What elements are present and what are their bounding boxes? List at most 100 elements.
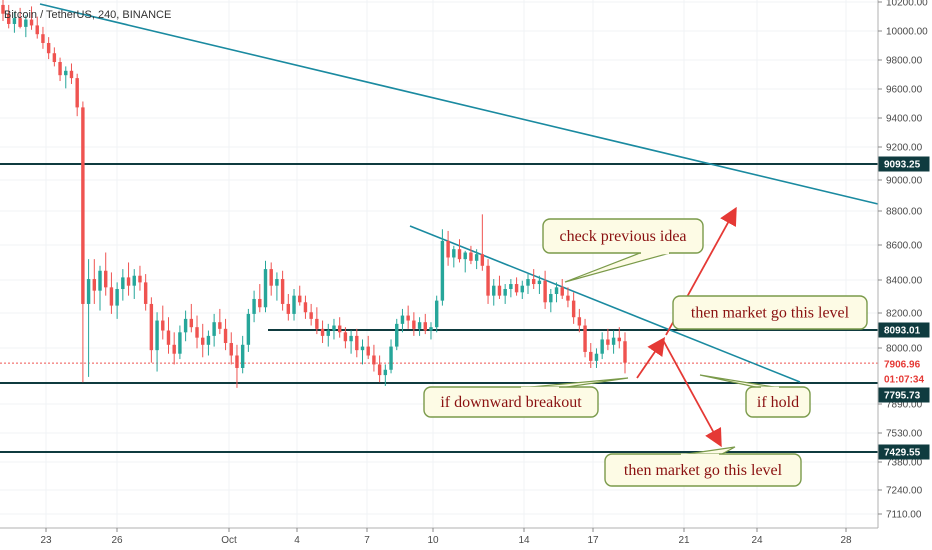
- candle-body: [360, 346, 365, 351]
- callout-note: if downward breakout: [423, 377, 629, 418]
- candle-body: [263, 269, 268, 308]
- candle-body: [355, 335, 359, 351]
- candle-body: [577, 317, 582, 326]
- candle-body: [320, 328, 325, 336]
- candle-body: [366, 346, 370, 356]
- x-axis-ticks: 23 26 Oct 4 7 10 14 17 21 24 28: [40, 528, 852, 546]
- y-axis-ticks: 10200.00 10000.00 9800.00 9600.00 9400.00 920…: [878, 0, 928, 521]
- candle-body: [594, 353, 599, 361]
- callout-note: then market go this level: [672, 295, 868, 330]
- y-tick-label: 7110.00: [886, 510, 922, 521]
- candle-body: [12, 18, 17, 24]
- candle-body: [606, 339, 610, 345]
- candle-body: [52, 53, 57, 63]
- candle-body: [434, 300, 439, 328]
- candle-body: [315, 318, 319, 329]
- candle-body: [537, 280, 542, 285]
- candle-body: [229, 343, 233, 356]
- y-tick-label: 9000.00: [886, 176, 923, 187]
- candle-body: [406, 315, 410, 321]
- callout-note: then market go this level: [604, 446, 802, 487]
- candle-body: [18, 18, 22, 27]
- y-tick-label: 7530.00: [886, 429, 923, 440]
- candle-body: [223, 328, 228, 344]
- chart-title: Bitcoin / TetherUS, 240, BINANCE: [4, 9, 171, 21]
- candle-body: [623, 341, 627, 363]
- price-tag-box: [878, 356, 930, 372]
- long-term-trendline: [39, 3, 879, 205]
- candle-body: [46, 42, 51, 54]
- short-term-trendline: [409, 225, 801, 383]
- candle-body: [161, 320, 165, 331]
- candle-body: [554, 287, 559, 294]
- candle-body: [417, 322, 422, 329]
- callout-text: then market go this level: [691, 305, 850, 322]
- candle-body: [395, 323, 399, 347]
- y-tick-label: 9600.00: [886, 85, 923, 96]
- price-tag-box: [878, 444, 930, 460]
- y-tick-label: 7380.00: [886, 458, 923, 469]
- candle-body: [423, 322, 427, 331]
- candle-body: [509, 284, 513, 290]
- candle-body: [440, 240, 445, 301]
- candle-body: [240, 344, 245, 368]
- y-tick-label: 9400.00: [886, 114, 923, 125]
- x-tick-label: Oct: [221, 535, 237, 546]
- candle-body: [303, 302, 308, 313]
- y-tick-label: 8200.00: [886, 309, 923, 320]
- candle-body: [463, 252, 467, 260]
- candle-body: [258, 298, 262, 308]
- candle-body: [132, 275, 136, 286]
- candle-body: [292, 295, 296, 314]
- y-tick-label: 9800.00: [886, 56, 923, 67]
- candle-body: [104, 270, 108, 288]
- candle-body: [332, 325, 336, 331]
- candle-body: [195, 327, 199, 338]
- candle-body: [526, 279, 530, 286]
- x-tick-label: 21: [678, 535, 690, 546]
- price-tag-label: 01:07:34: [884, 375, 924, 386]
- candle-body: [497, 285, 502, 296]
- candle-body: [377, 364, 382, 376]
- candle-body: [492, 285, 496, 296]
- candle-body: [549, 293, 553, 303]
- candle-body: [298, 295, 302, 303]
- candle-body: [309, 312, 313, 319]
- candle-body: [121, 277, 125, 290]
- candle-body: [486, 265, 490, 296]
- candle-body: [98, 270, 102, 291]
- candle-body: [560, 287, 564, 296]
- candle-body: [172, 344, 176, 354]
- candle-body: [35, 25, 39, 35]
- callout-box: [542, 218, 704, 254]
- trendlines: [39, 3, 879, 383]
- price-tag-label: 7795.73: [884, 391, 921, 402]
- candle-body: [166, 330, 171, 345]
- candle-body: [92, 279, 97, 291]
- candle-body: [343, 332, 348, 342]
- candle-body: [143, 282, 148, 304]
- candle-body: [480, 254, 485, 266]
- x-tick-label: 24: [751, 535, 763, 546]
- candle-body: [24, 19, 28, 27]
- callout-text: if downward breakout: [440, 394, 582, 411]
- candle-body: [383, 369, 388, 376]
- candle-body: [446, 240, 450, 258]
- price-tags: 9093.25 8093.01 7906.96 01:07:34 7795.73 7429…: [878, 156, 930, 460]
- candle-body: [469, 252, 473, 261]
- candle-body: [183, 318, 188, 333]
- candle-body: [235, 355, 239, 368]
- candle-body: [474, 254, 479, 261]
- callout-box: [423, 386, 599, 418]
- candle-body: [246, 313, 251, 345]
- callout-tail: [699, 374, 781, 389]
- y-tick-label: 10200.00: [886, 0, 928, 9]
- price-tag-box: [878, 371, 930, 387]
- direction-arrow: [662, 339, 722, 448]
- y-tick-label: 8800.00: [886, 207, 923, 218]
- candle-body: [252, 298, 256, 314]
- candle-body: [349, 335, 353, 342]
- candle-body: [589, 351, 593, 361]
- callout-note: if hold: [699, 374, 811, 418]
- candle-body: [109, 287, 114, 306]
